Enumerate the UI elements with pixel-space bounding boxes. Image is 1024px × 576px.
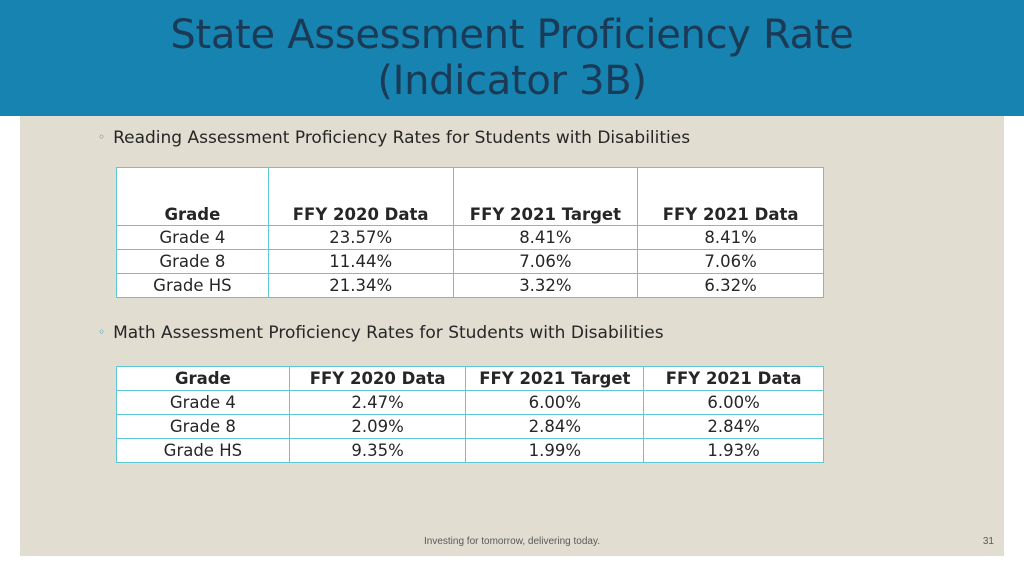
math-bullet: ◦ Math Assessment Proficiency Rates for S… bbox=[98, 323, 664, 343]
table-cell: 2.84% bbox=[643, 414, 824, 439]
column-header: FFY 2020 Data bbox=[267, 167, 454, 226]
reading-bullet-text: Reading Assessment Proficiency Rates for… bbox=[113, 128, 691, 148]
column-header: Grade bbox=[116, 366, 290, 391]
table-cell: 6.32% bbox=[637, 273, 824, 298]
table-cell: 3.32% bbox=[452, 273, 639, 298]
table-cell: 1.93% bbox=[643, 438, 824, 463]
table-cell: 8.41% bbox=[452, 225, 639, 250]
table-cell: 2.84% bbox=[465, 414, 645, 439]
table-cell: 23.57% bbox=[267, 225, 454, 250]
table-row: Grade 8 11.44% 7.06% 7.06% bbox=[116, 249, 824, 274]
page-number: 31 bbox=[982, 536, 994, 547]
column-header: FFY 2021 Data bbox=[637, 167, 824, 226]
math-bullet-text: Math Assessment Proficiency Rates for St… bbox=[113, 323, 664, 343]
slide-title-line1: State Assessment Proficiency Rate bbox=[170, 12, 854, 58]
column-header: FFY 2021 Target bbox=[452, 167, 639, 226]
table-cell: Grade HS bbox=[116, 273, 269, 298]
table-row: Grade HS 9.35% 1.99% 1.93% bbox=[116, 438, 824, 463]
column-header: Grade bbox=[116, 167, 269, 226]
column-header: FFY 2021 Data bbox=[643, 366, 824, 391]
table-cell: Grade 4 bbox=[116, 390, 290, 415]
table-cell: Grade 8 bbox=[116, 249, 269, 274]
table-cell: Grade 8 bbox=[116, 414, 290, 439]
table-row: Grade HS 21.34% 3.32% 6.32% bbox=[116, 273, 824, 298]
table-cell: 6.00% bbox=[465, 390, 645, 415]
title-band: State Assessment Proficiency Rate (Indic… bbox=[0, 0, 1024, 116]
table-header-row: Grade FFY 2020 Data FFY 2021 Target FFY … bbox=[116, 366, 824, 391]
table-cell: 21.34% bbox=[267, 273, 454, 298]
table-cell: 7.06% bbox=[637, 249, 824, 274]
column-header: FFY 2021 Target bbox=[465, 366, 645, 391]
table-row: Grade 8 2.09% 2.84% 2.84% bbox=[116, 414, 824, 439]
table-cell: 1.99% bbox=[465, 438, 645, 463]
slide-footer: Investing for tomorrow, delivering today… bbox=[423, 536, 600, 547]
table-row: Grade 4 23.57% 8.41% 8.41% bbox=[116, 225, 824, 250]
table-cell: 8.41% bbox=[637, 225, 824, 250]
table-row: Grade 4 2.47% 6.00% 6.00% bbox=[116, 390, 824, 415]
table-header-row: Grade FFY 2020 Data FFY 2021 Target FFY … bbox=[116, 167, 824, 226]
table-cell: 9.35% bbox=[288, 438, 467, 463]
column-header: FFY 2020 Data bbox=[288, 366, 467, 391]
table-cell: 2.09% bbox=[288, 414, 467, 439]
table-cell: 6.00% bbox=[643, 390, 824, 415]
reading-bullet: ◦ Reading Assessment Proficiency Rates fo… bbox=[98, 128, 690, 148]
table-cell: 2.47% bbox=[288, 390, 467, 415]
table-cell: Grade 4 bbox=[116, 225, 269, 250]
table-cell: 7.06% bbox=[452, 249, 639, 274]
math-table: Grade FFY 2020 Data FFY 2021 Target FFY … bbox=[116, 366, 824, 463]
slide-title-line2: (Indicator 3B) bbox=[377, 58, 647, 104]
slide-title: State Assessment Proficiency Rate (Indic… bbox=[0, 12, 1024, 104]
table-cell: 11.44% bbox=[267, 249, 454, 274]
bullet-ring-icon: ◦ bbox=[98, 130, 106, 144]
table-cell: Grade HS bbox=[116, 438, 290, 463]
bullet-ring-icon: ◦ bbox=[98, 325, 106, 339]
reading-table: Grade FFY 2020 Data FFY 2021 Target FFY … bbox=[116, 167, 824, 298]
